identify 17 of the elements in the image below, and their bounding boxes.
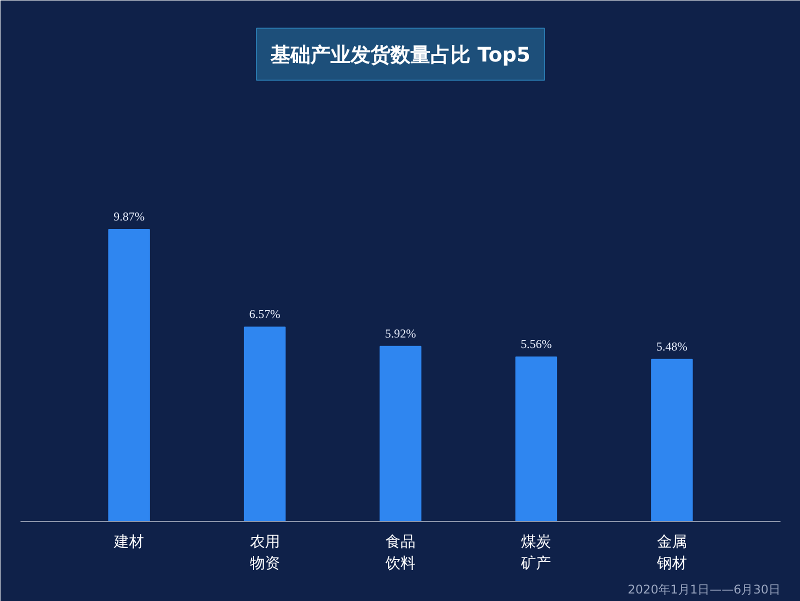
data-label: 5.56% xyxy=(520,337,552,352)
text: 2020年1月1日——6月30日 xyxy=(628,582,781,596)
bar xyxy=(380,346,422,522)
x-tick-label: 农用物资 xyxy=(250,532,280,572)
data-label: 6.57% xyxy=(249,307,280,322)
x-tick-label: 食品饮料 xyxy=(384,532,416,572)
x-tick-label: 煤炭矿产 xyxy=(520,532,552,572)
bar xyxy=(515,356,558,522)
data-label: 9.87% xyxy=(114,210,145,224)
data-label: 5.48% xyxy=(656,339,688,354)
bar xyxy=(108,229,150,522)
chart-title: 基础产业发货数量占比 Top5 xyxy=(270,42,530,66)
bar xyxy=(651,358,693,522)
x-tick-label: 金属钢材 xyxy=(656,532,687,572)
x-tick-label: 建材 xyxy=(113,532,144,550)
data-label: 5.92% xyxy=(385,326,416,340)
bar xyxy=(244,326,286,522)
